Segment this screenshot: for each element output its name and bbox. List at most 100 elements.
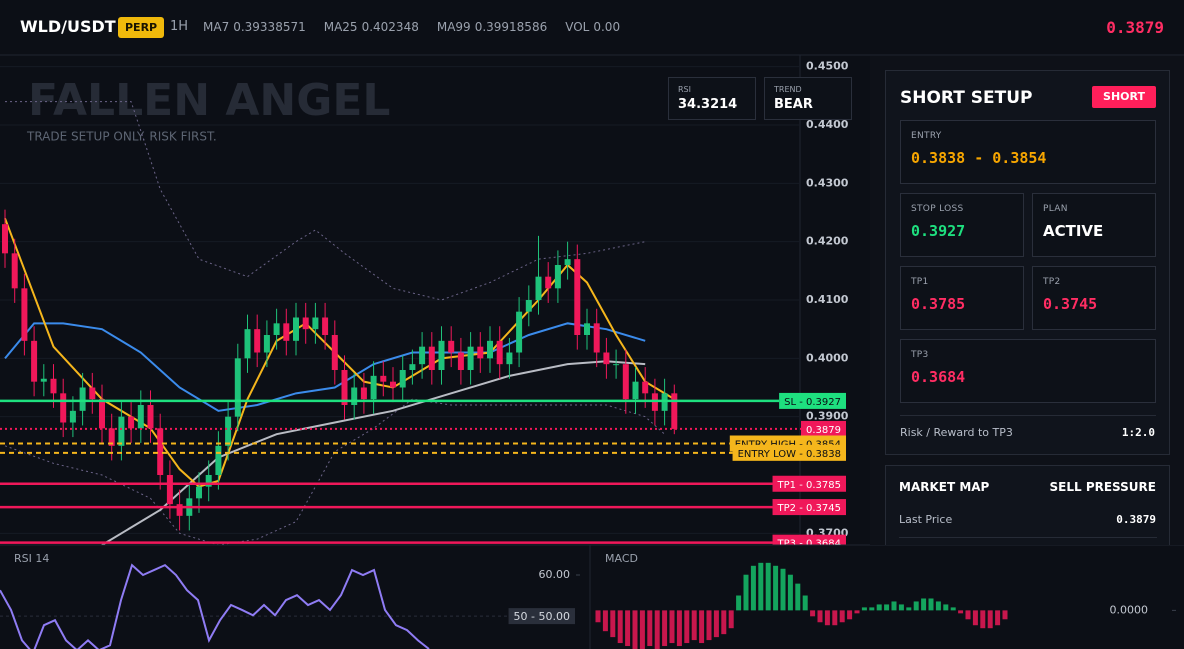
macd-bar [736, 595, 742, 611]
indicator-value: 0.402348 [361, 20, 419, 34]
stat-label: RSI [678, 85, 691, 94]
macd-bar [795, 583, 801, 611]
candle-body [419, 346, 426, 365]
candle-body [99, 399, 105, 429]
candle-body [283, 323, 290, 341]
last-price: 0.3879 [1106, 18, 1164, 37]
candle-body [225, 416, 232, 446]
candle-body [273, 323, 280, 335]
level-label: SL - 0.3927 [784, 397, 841, 408]
candle-body [496, 340, 503, 365]
candle-body [215, 445, 222, 475]
indicator-name: MA25 [323, 20, 358, 34]
macd-bar [987, 610, 993, 629]
level-label-box [772, 499, 846, 516]
candle-body [40, 378, 47, 382]
macd-bar [817, 610, 823, 623]
candle-body [234, 358, 241, 417]
indicator-value: 0.39918586 [474, 20, 548, 34]
macd-bar [728, 610, 734, 629]
candle-body [380, 375, 387, 382]
candle-body [642, 381, 649, 394]
macd-bar [647, 610, 653, 647]
candle-body [118, 416, 125, 446]
candle-body [21, 288, 28, 341]
candle-body [31, 340, 38, 382]
macd-bar [839, 610, 845, 623]
candle-body [409, 364, 416, 370]
candle-body [147, 405, 154, 429]
field-value: 0.3838 - 0.3854 [911, 149, 1047, 167]
price-plot [0, 66, 800, 545]
candle-body [535, 276, 542, 300]
macd-bar [750, 565, 756, 611]
macd-bar [876, 604, 882, 611]
level-label-box [772, 475, 846, 492]
y-tick-label: 60.00 [539, 568, 571, 581]
field-value: 0.3785 [911, 295, 966, 313]
entry-box: ENTRY 0.3838 - 0.3854 [900, 120, 1156, 184]
macd-bar [802, 595, 808, 611]
rsi-line [0, 563, 430, 649]
macd-bar [669, 610, 675, 644]
macd-bar [617, 610, 623, 644]
macd-bar [625, 610, 631, 647]
indicator-value: 0.39338571 [233, 20, 306, 34]
candle-body [584, 323, 590, 335]
indicator-name: VOL [565, 20, 590, 34]
macd-bar [1002, 610, 1008, 620]
candle-body [574, 259, 581, 335]
level-box [508, 608, 575, 625]
macd-bar [935, 601, 941, 611]
indicator: MA7 0.39338571 [203, 20, 306, 34]
macd-bar [995, 610, 1001, 626]
y-tick-label: 0.4000 [806, 351, 849, 364]
interval[interactable]: 1H [170, 19, 189, 34]
candle-body [613, 364, 620, 366]
candle-body [79, 387, 86, 411]
macd-bar [765, 562, 771, 611]
field-label: TP3 [911, 350, 929, 360]
stop-loss-box: STOP LOSS 0.3927 [900, 193, 1024, 257]
level-label-box [779, 392, 846, 409]
candle-body [438, 340, 445, 370]
indicator: MA99 0.39918586 [437, 20, 547, 34]
candle-body [564, 259, 571, 265]
level-label: TP2 - 0.3745 [777, 503, 841, 514]
candle-body [293, 317, 299, 341]
candle-body [487, 340, 493, 359]
candle-body [351, 387, 358, 405]
rsi-stat: RSI 34.3214 [668, 77, 756, 120]
macd-bar [928, 598, 934, 611]
candle-body [263, 335, 270, 353]
stat-label: TREND [774, 85, 802, 94]
stat-value: BEAR [774, 97, 813, 112]
candle-body [89, 387, 96, 400]
y-tick-label: 0.3900 [806, 410, 849, 423]
indicator-plots: 60.00 50 - 50.00 0.0000 [0, 562, 1176, 649]
candle-body [457, 352, 464, 370]
market-map-card: MARKET MAP SELL PRESSURE Last Price 0.38… [885, 465, 1170, 545]
candle-body [545, 276, 552, 289]
setup-card: SHORT SETUP SHORT ENTRY 0.3838 - 0.3854 … [885, 70, 1170, 455]
field-value: 0.3684 [911, 368, 966, 386]
candle-body [166, 475, 173, 505]
y-tick-label: 0.4100 [806, 293, 849, 306]
macd-bar [972, 610, 978, 626]
indicator-name: MA7 [203, 20, 230, 34]
candle-body [448, 340, 455, 353]
macd-bar [780, 568, 786, 611]
candle-body [11, 253, 18, 289]
level-label: 0.3879 [806, 425, 841, 436]
indicator-line [4, 398, 665, 545]
candle-body [322, 317, 329, 335]
macd-bar [699, 610, 705, 644]
plan-box: PLAN ACTIVE [1032, 193, 1156, 257]
candle-body [622, 364, 629, 400]
indicator: VOL 0.00 [565, 20, 620, 34]
macd-bar [758, 562, 764, 611]
macd-bar [721, 610, 727, 635]
rsi-title: RSI 14 [14, 552, 49, 565]
